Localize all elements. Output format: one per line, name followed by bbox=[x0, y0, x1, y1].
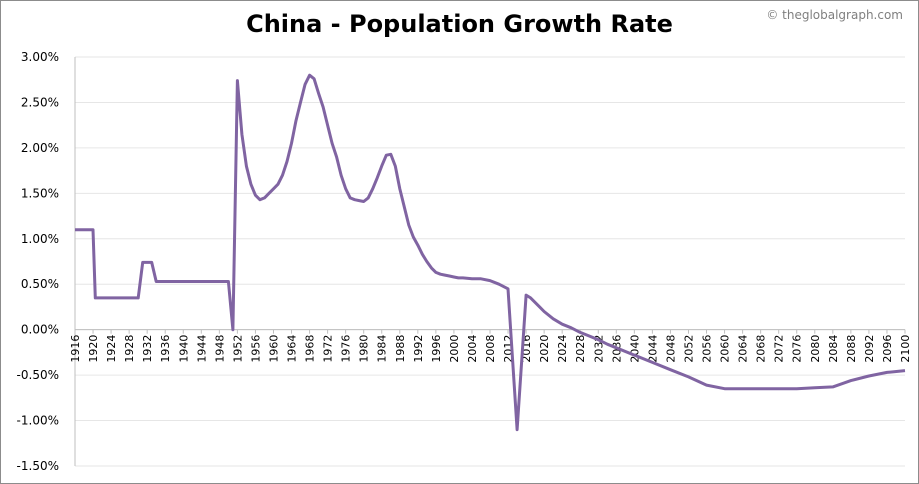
x-tick-label: 1996 bbox=[430, 335, 443, 363]
y-tick-label: -1.00% bbox=[17, 414, 59, 428]
x-tick-label: 2044 bbox=[646, 335, 659, 363]
x-tick-label: 2024 bbox=[556, 335, 569, 363]
x-tick-label: 2084 bbox=[827, 335, 840, 363]
x-tick-label: 2000 bbox=[448, 335, 461, 363]
x-tick-label: 2068 bbox=[755, 335, 768, 363]
x-tick-label: 1976 bbox=[340, 335, 353, 363]
x-tick-label: 2076 bbox=[791, 335, 804, 363]
x-tick-label: 2056 bbox=[701, 335, 714, 363]
x-tick-label: 2004 bbox=[466, 335, 479, 363]
x-tick-label: 1992 bbox=[412, 335, 425, 363]
x-tick-label: 2080 bbox=[809, 335, 822, 363]
x-tick-label: 1944 bbox=[195, 335, 208, 363]
x-tick-label: 1956 bbox=[249, 335, 262, 363]
y-tick-label: 1.00% bbox=[21, 232, 59, 246]
x-tick-label: 1984 bbox=[376, 335, 389, 363]
x-tick-label: 1932 bbox=[141, 335, 154, 363]
gridlines bbox=[74, 56, 905, 467]
x-tick-label: 1964 bbox=[286, 335, 299, 363]
x-tick-label: 2060 bbox=[719, 335, 732, 363]
x-tick-label: 2064 bbox=[737, 335, 750, 363]
chart-title: China - Population Growth Rate bbox=[246, 10, 673, 38]
y-tick-label: 2.50% bbox=[21, 95, 59, 109]
x-tick-label: 2020 bbox=[538, 335, 551, 363]
x-tick-label: 1948 bbox=[213, 335, 226, 363]
x-tick-label: 1980 bbox=[358, 335, 371, 363]
x-tick-label: 1960 bbox=[267, 335, 280, 363]
y-tick-label: -0.50% bbox=[17, 368, 59, 382]
x-tick-label: 1940 bbox=[177, 335, 190, 363]
x-axis-ticks: 1916 1920 1924 1928 1932 1936 1940 1944 1948 1952… bbox=[69, 329, 912, 363]
y-tick-label: 2.00% bbox=[21, 141, 59, 155]
series-line bbox=[75, 73, 906, 432]
x-tick-label: 2096 bbox=[881, 335, 894, 363]
x-tick-label: 1952 bbox=[231, 335, 244, 363]
y-axis-ticks: 3.00% 2.50% 2.00% 1.50% 1.00% 0.50% 0.00% -0.50… bbox=[17, 50, 59, 473]
x-tick-label: 2100 bbox=[899, 335, 912, 363]
x-tick-label: 1924 bbox=[105, 335, 118, 363]
x-tick-label: 2028 bbox=[574, 335, 587, 363]
y-tick-label: 1.50% bbox=[21, 186, 59, 200]
x-tick-label: 1928 bbox=[123, 335, 136, 363]
y-tick-label: 3.00% bbox=[21, 50, 59, 64]
x-tick-label: 2072 bbox=[773, 335, 786, 363]
copyright-text: © theglobalgraph.com bbox=[766, 8, 903, 22]
x-tick-label: 1916 bbox=[69, 335, 82, 363]
x-tick-label: 2008 bbox=[484, 335, 497, 363]
x-tick-label: 2092 bbox=[863, 335, 876, 363]
x-tick-label: 2048 bbox=[664, 335, 677, 363]
x-tick-label: 1968 bbox=[304, 335, 317, 363]
x-tick-label: 1936 bbox=[159, 335, 172, 363]
y-tick-label: 0.50% bbox=[21, 277, 59, 291]
series-layer bbox=[75, 73, 906, 432]
x-tick-label: 2052 bbox=[682, 335, 695, 363]
y-tick-label: -1.50% bbox=[17, 459, 59, 473]
x-tick-label: 1920 bbox=[87, 335, 100, 363]
x-tick-label: 2088 bbox=[845, 335, 858, 363]
x-tick-label: 1988 bbox=[394, 335, 407, 363]
y-tick-label: 0.00% bbox=[21, 323, 59, 337]
x-tick-label: 1972 bbox=[322, 335, 335, 363]
